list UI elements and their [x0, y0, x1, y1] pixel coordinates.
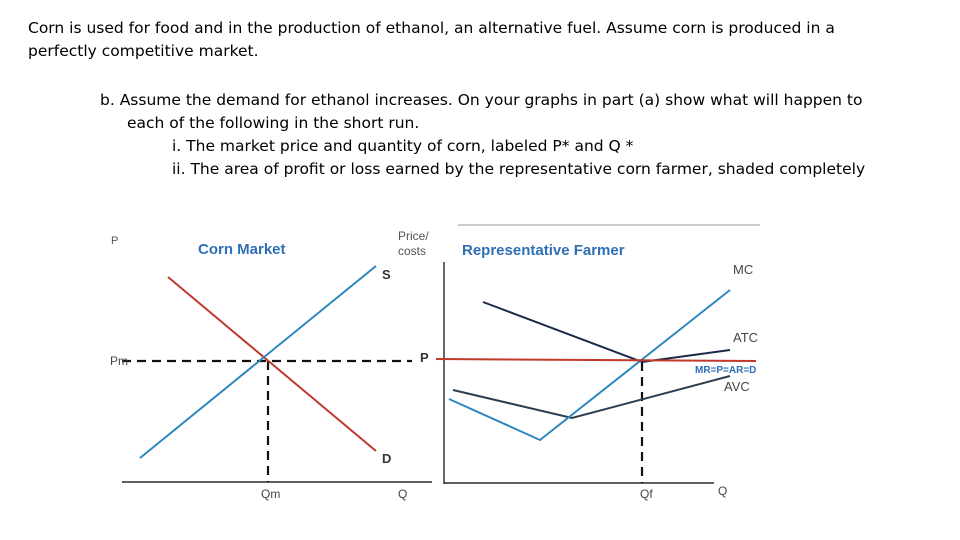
- mc-curve: [448, 289, 731, 442]
- supply-label: S: [382, 267, 391, 282]
- crop-mask: [761, 220, 960, 510]
- market-x-axis-label: Q: [398, 487, 407, 501]
- farmer-title: Representative Farmer: [462, 242, 625, 259]
- atc-label: ATC: [733, 330, 758, 345]
- avc-label: AVC: [724, 379, 750, 394]
- part-b-item-i: i. The market price and quantity of corn…: [172, 137, 634, 155]
- market-y-axis-label: P: [111, 235, 118, 247]
- avc-curve: [452, 375, 731, 420]
- farmer-y-label-line-2: costs: [398, 244, 426, 258]
- intro-paragraph: Corn is used for food and in the product…: [28, 17, 928, 63]
- farmer-quantity-label: Qf: [640, 487, 653, 501]
- demand-label: D: [382, 451, 391, 466]
- part-b-paragraph: b. Assume the demand for ethanol increas…: [100, 89, 940, 181]
- market-price-label: Pm: [110, 354, 128, 368]
- demand-curve: [167, 276, 377, 452]
- farmer-graph: Price/ costs Representative Farmer P MC …: [398, 229, 758, 501]
- farmer-x-axis-label: Q: [718, 484, 727, 498]
- farmer-price-label: P: [420, 350, 429, 365]
- intro-line-2: perfectly competitive market.: [28, 42, 259, 60]
- supply-curve: [139, 265, 377, 459]
- part-b-line-1: b. Assume the demand for ethanol increas…: [100, 91, 863, 109]
- part-b-item-ii: ii. The area of profit or loss earned by…: [172, 160, 866, 178]
- corn-market-graph: Corn Market P Pm S D Qm Q: [110, 235, 432, 501]
- mr-label: MR=P=AR=D: [695, 365, 756, 376]
- part-b-line-2: each of the following in the short run.: [127, 114, 420, 132]
- intro-line-1: Corn is used for food and in the product…: [28, 19, 835, 37]
- crop-mask-left: [0, 220, 109, 520]
- market-quantity-label: Qm: [261, 487, 280, 501]
- mr-line: [435, 358, 757, 362]
- market-title: Corn Market: [198, 241, 286, 258]
- atc-curve: [482, 301, 731, 364]
- mc-label: MC: [733, 262, 753, 277]
- farmer-y-label-line-1: Price/: [398, 229, 429, 243]
